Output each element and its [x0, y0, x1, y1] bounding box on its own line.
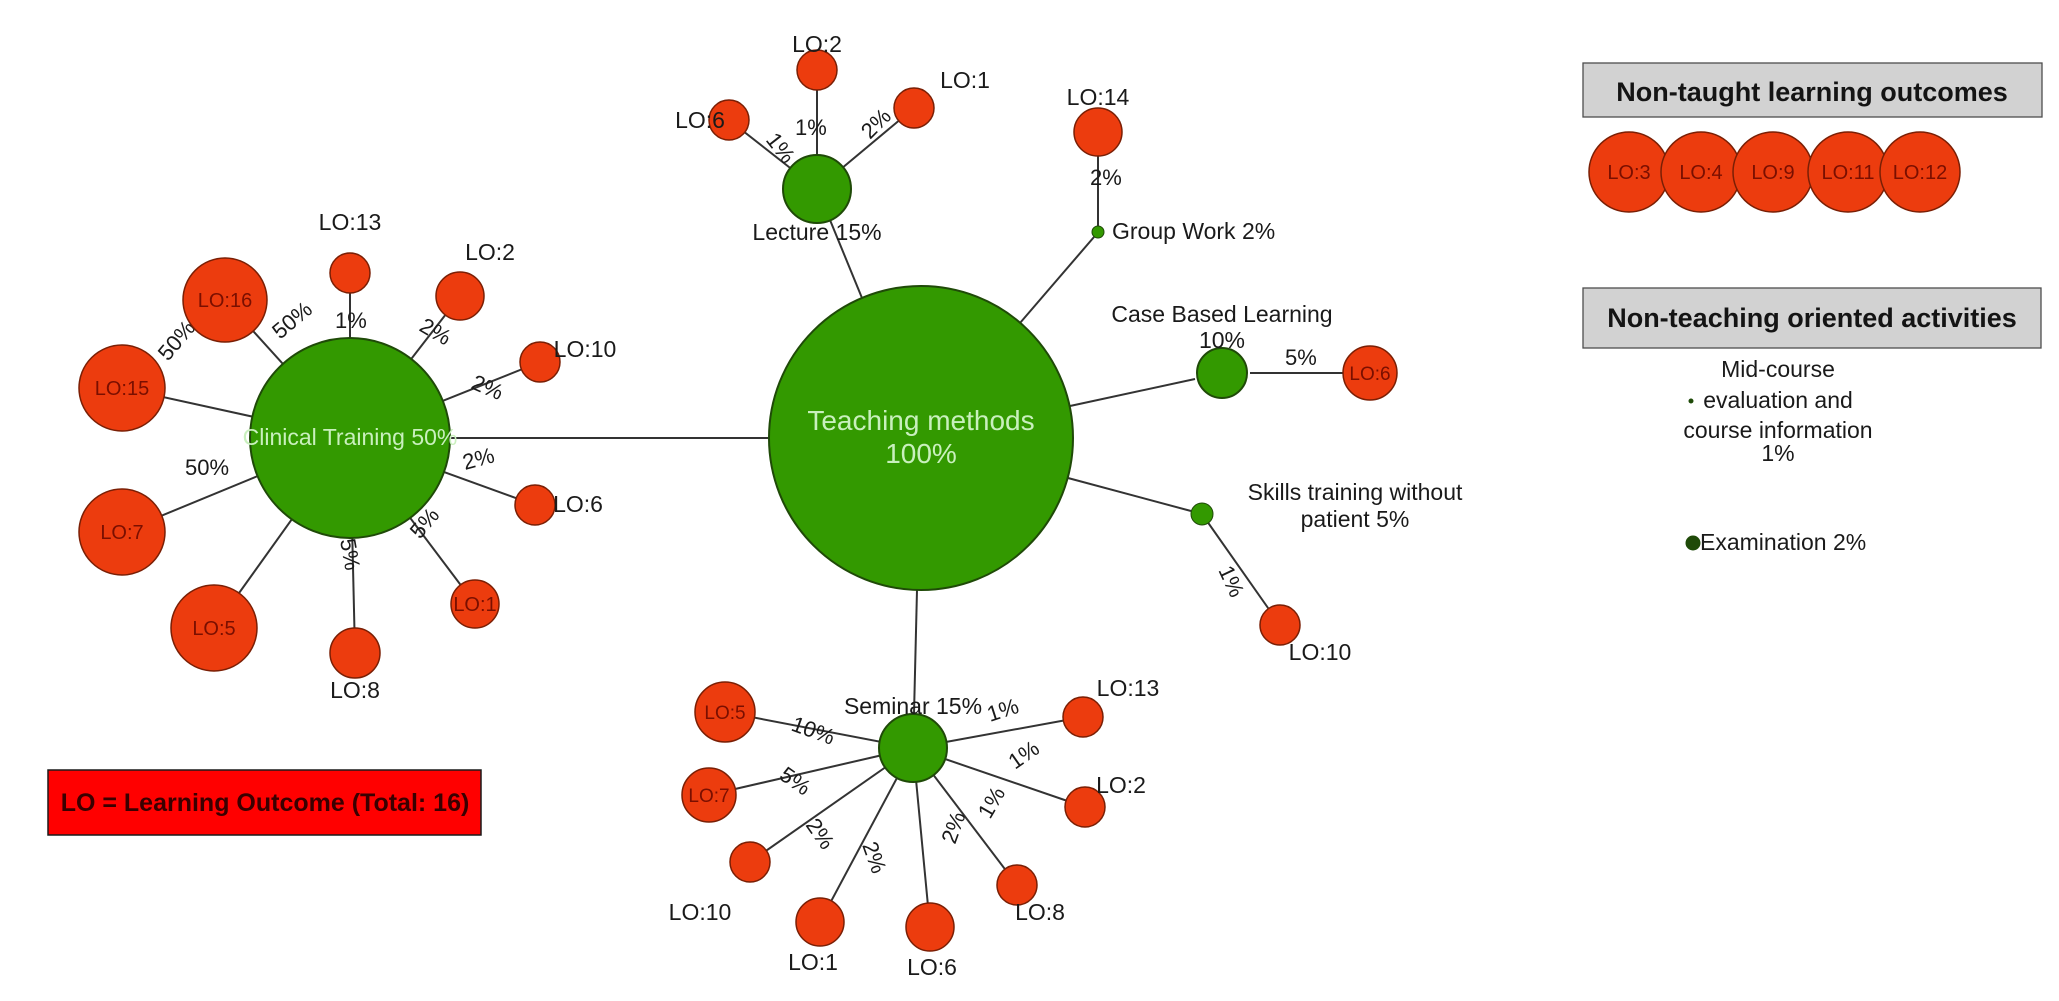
svg-text:1%: 1% — [335, 308, 367, 333]
svg-text:LO:10: LO:10 — [554, 336, 617, 362]
svg-text:LO:12: LO:12 — [1893, 162, 1947, 184]
svg-text:Mid-course: Mid-course — [1721, 356, 1835, 382]
svg-text:LO:16: LO:16 — [198, 290, 252, 312]
svg-text:Seminar 15%: Seminar 15% — [844, 693, 982, 719]
svg-text:Group Work 2%: Group Work 2% — [1112, 218, 1275, 244]
svg-text:Non-taught learning outcomes: Non-taught learning outcomes — [1616, 77, 2008, 107]
svg-text:LO:5: LO:5 — [192, 618, 235, 640]
svg-text:LO:13: LO:13 — [319, 209, 382, 235]
svg-text:LO:5: LO:5 — [704, 703, 745, 724]
svg-text:LO:14: LO:14 — [1067, 84, 1130, 110]
svg-text:Clinical Training 50%: Clinical Training 50% — [243, 424, 458, 450]
svg-text:LO:10: LO:10 — [669, 899, 732, 925]
svg-text:LO:2: LO:2 — [792, 31, 842, 57]
svg-text:LO:7: LO:7 — [100, 522, 143, 544]
svg-text:100%: 100% — [885, 438, 957, 469]
svg-text:1%: 1% — [795, 115, 827, 140]
svg-text:evaluation and: evaluation and — [1703, 387, 1853, 413]
svg-text:LO:15: LO:15 — [95, 378, 149, 400]
svg-text:Non-teaching oriented activiti: Non-teaching oriented activities — [1607, 303, 2017, 333]
svg-text:Lecture 15%: Lecture 15% — [752, 219, 881, 245]
svg-text:LO:10: LO:10 — [1289, 639, 1352, 665]
svg-text:LO:3: LO:3 — [1607, 162, 1650, 184]
svg-text:LO:6: LO:6 — [1349, 364, 1390, 385]
svg-text:LO:1: LO:1 — [788, 949, 838, 975]
svg-text:Examination 2%: Examination 2% — [1700, 529, 1866, 555]
svg-text:5%: 5% — [1285, 345, 1317, 370]
svg-text:LO:6: LO:6 — [553, 491, 603, 517]
svg-text:LO:7: LO:7 — [688, 786, 729, 807]
svg-text:LO:6: LO:6 — [675, 107, 725, 133]
svg-text:LO = Learning Outcome (Total:: LO = Learning Outcome (Total: 16) — [61, 789, 470, 817]
svg-text:50%: 50% — [185, 455, 229, 480]
svg-text:LO:2: LO:2 — [1096, 772, 1146, 798]
svg-text:LO:8: LO:8 — [1015, 899, 1065, 925]
svg-text:LO:9: LO:9 — [1751, 162, 1794, 184]
svg-text:2%: 2% — [1090, 165, 1122, 190]
svg-text:LO:1: LO:1 — [940, 67, 990, 93]
svg-text:1%: 1% — [1761, 440, 1794, 466]
svg-text:LO:11: LO:11 — [1822, 162, 1875, 184]
svg-text:patient 5%: patient 5% — [1301, 506, 1410, 532]
svg-text:LO:1: LO:1 — [453, 594, 496, 616]
svg-text:LO:4: LO:4 — [1679, 162, 1722, 184]
svg-text:LO:13: LO:13 — [1097, 675, 1160, 701]
svg-text:Teaching methods: Teaching methods — [807, 405, 1034, 436]
svg-text:Case Based Learning: Case Based Learning — [1111, 301, 1332, 327]
svg-text:Skills training without: Skills training without — [1248, 479, 1463, 505]
svg-text:LO:2: LO:2 — [465, 239, 515, 265]
svg-text:LO:8: LO:8 — [330, 677, 380, 703]
svg-text:LO:6: LO:6 — [907, 954, 957, 980]
svg-text:10%: 10% — [1199, 327, 1245, 353]
